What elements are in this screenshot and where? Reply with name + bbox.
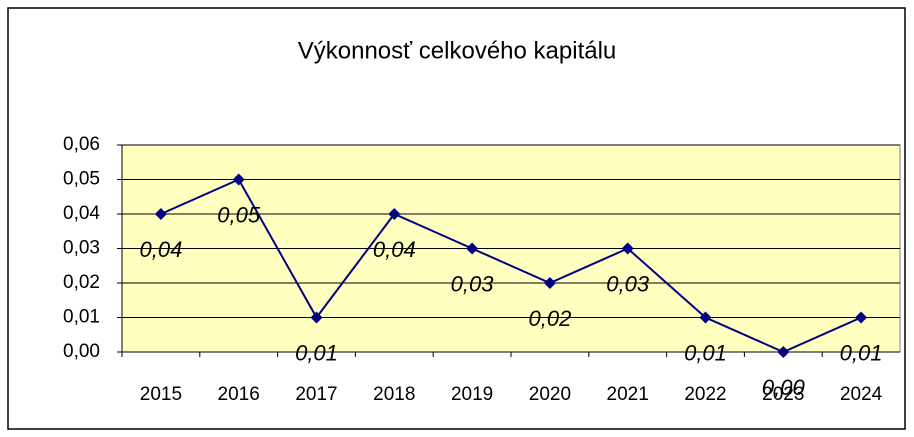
- marker: [699, 311, 712, 324]
- y-tick-label: 0,01: [63, 307, 100, 328]
- x-tick-label: 2017: [295, 384, 337, 405]
- x-tick-label: 2024: [840, 384, 883, 405]
- marker: [232, 173, 245, 186]
- marker: [855, 311, 868, 324]
- x-tick-label: 2015: [140, 384, 182, 405]
- y-tick-label: 0,00: [63, 341, 100, 362]
- marker: [621, 242, 634, 255]
- marker: [543, 277, 556, 289]
- x-tick-label: 2023: [762, 384, 804, 405]
- x-tick-label: 2016: [218, 384, 260, 405]
- line: [160, 178, 862, 354]
- data-label: 0,04: [373, 237, 416, 262]
- x-tick-label: 2021: [607, 384, 649, 405]
- data-label: 0,01: [295, 340, 338, 365]
- data-label: 0,05: [217, 202, 261, 227]
- marker: [466, 242, 479, 255]
- chart-title: Výkonnosť celkového kapitálu: [298, 37, 617, 64]
- data-label: 0,02: [528, 306, 571, 331]
- y-tick-label: 0,06: [63, 134, 100, 155]
- y-tick-label: 0,02: [63, 272, 100, 293]
- y-tick-label: 0,03: [63, 238, 100, 259]
- marker: [310, 311, 323, 324]
- marker: [777, 346, 790, 358]
- y-tick-label: 0,04: [63, 203, 100, 224]
- x-tick-label: 2019: [451, 384, 493, 405]
- data-label: 0,01: [684, 340, 727, 365]
- marker: [154, 208, 167, 220]
- x-tick-label: 2018: [373, 384, 415, 405]
- x-tick-label: 2020: [529, 384, 571, 405]
- data-label: 0,04: [139, 237, 182, 262]
- marker: [388, 208, 401, 220]
- x-tick-label: 2022: [684, 384, 726, 405]
- data-label: 0,00: [762, 375, 806, 400]
- data-label: 0,01: [840, 340, 883, 365]
- y-tick-label: 0,05: [63, 169, 100, 190]
- data-label: 0,03: [451, 271, 495, 296]
- data-label: 0,03: [606, 271, 650, 296]
